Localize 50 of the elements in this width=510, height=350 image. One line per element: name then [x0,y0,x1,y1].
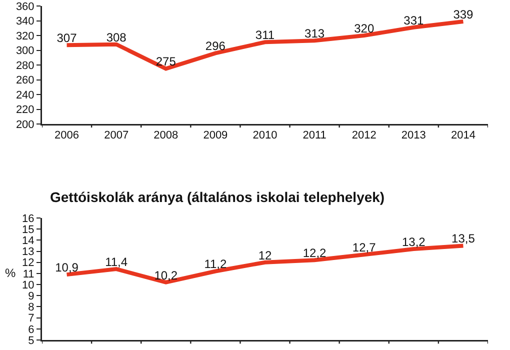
y-tick-label: 360 [16,0,34,13]
y-tick-label: 300 [16,45,34,58]
y-tick-label: 260 [16,74,34,87]
data-label: 320 [354,22,374,36]
x-tick-label: 2014 [450,130,476,142]
data-label: 311 [255,28,275,42]
x-tick-label: 2010 [252,130,278,142]
y-tick-label: 16 [22,212,34,225]
y-tick-label: 15 [22,224,34,236]
data-label: 12,7 [352,240,376,255]
y-tick-label: 12 [22,257,34,270]
data-label: 296 [205,39,226,54]
data-label: 339 [453,7,474,22]
data-label: 313 [304,26,325,41]
y-tick-label: 280 [16,60,34,72]
y-tick-label: 200 [16,118,34,131]
y-tick-label: 11 [22,268,34,280]
y-tick-label: 10 [22,279,34,292]
x-tick-label: 2008 [154,130,178,142]
y-tick-label: 9 [28,290,34,302]
data-label: 10,2 [154,268,178,282]
data-label: 307 [56,31,78,46]
y-tick-label: 220 [16,104,34,116]
x-tick-label: 2006 [54,130,80,142]
y-tick-label: 7 [28,312,34,325]
data-label: 10,9 [55,260,79,275]
x-tick-label: 2011 [302,130,326,142]
y-tick-label: 320 [16,30,34,42]
data-label: 275 [156,54,176,69]
x-tick-label: 2013 [401,130,426,142]
x-tick-label: 2009 [203,130,228,142]
chart-title: Gettóiskolák aránya (általános iskolai telephelyek) [50,188,385,205]
x-tick-label: 2012 [352,130,376,142]
y-axis-title: % [5,266,16,280]
y-tick-label: 8 [28,302,34,314]
data-label: 11,4 [105,255,128,270]
data-label: 308 [106,30,127,44]
data-label: 331 [404,13,424,28]
y-tick-label: 340 [16,16,34,28]
y-tick-label: 13 [22,246,34,258]
data-label: 13,5 [452,232,476,246]
y-tick-label: 6 [28,324,34,336]
y-tick-label: 240 [16,89,34,102]
data-label: 12 [258,248,272,262]
data-label: 11,2 [204,257,227,272]
data-label: 12,2 [302,246,327,260]
data-label: 13,2 [402,235,426,250]
x-tick-label: 2007 [104,130,129,142]
y-tick-label: 5 [28,334,34,347]
y-tick-label: 14 [22,235,34,248]
